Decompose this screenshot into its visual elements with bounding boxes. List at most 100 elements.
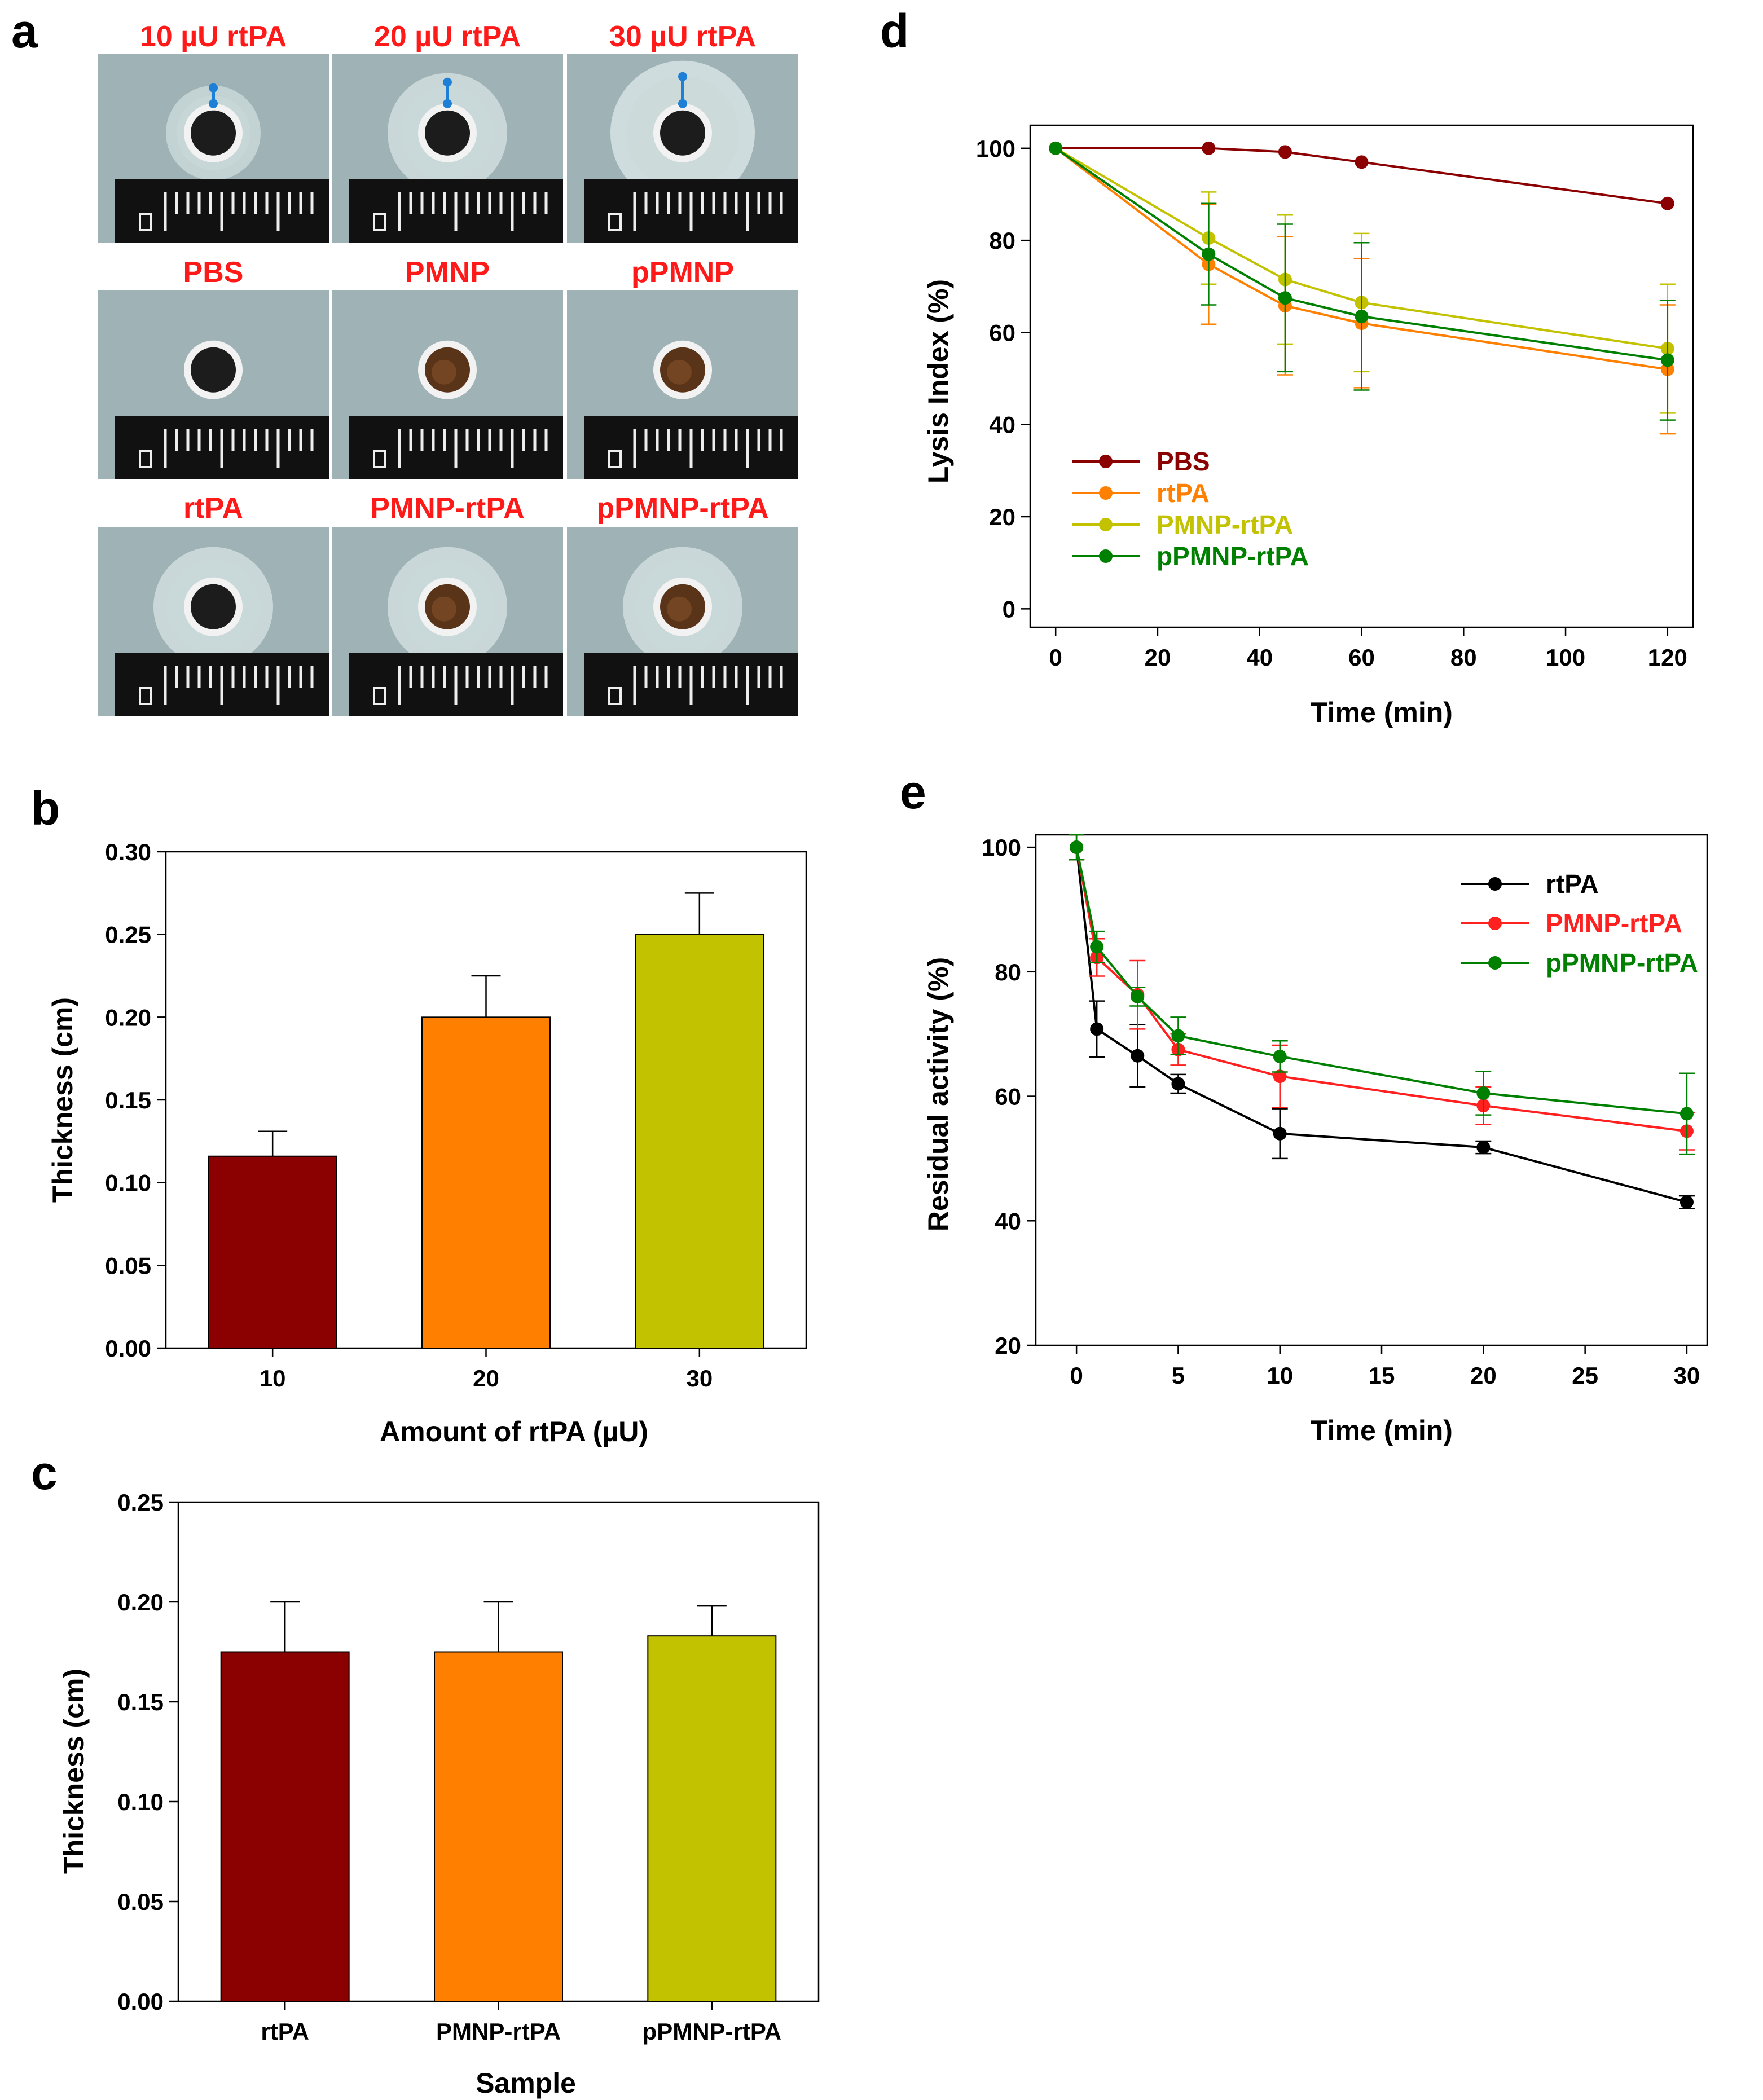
y-tick-label: 20	[995, 1332, 1021, 1359]
x-tick-label: 15	[1369, 1362, 1395, 1389]
data-point	[1171, 1029, 1185, 1043]
y-tick-label: 0.05	[117, 1888, 164, 1915]
clot-highlight	[432, 359, 456, 385]
y-tick-label: 80	[989, 227, 1015, 254]
photo-label: PBS	[183, 256, 244, 289]
y-tick-label: 100	[976, 135, 1015, 162]
bar	[434, 1651, 563, 2002]
x-tick-label: 0	[1070, 1362, 1083, 1389]
data-point	[1171, 1077, 1185, 1091]
chart-c-thickness-vs-sample: Sample Thickness (cm) 0.00 0.05 0.10 0.15 0.…	[58, 1489, 820, 2099]
legend-marker	[1488, 956, 1502, 970]
x-tick-label: 5	[1172, 1362, 1185, 1389]
ruler-marking	[373, 450, 386, 468]
ruler-marking	[139, 687, 152, 705]
x-tick-label: 20	[1470, 1362, 1497, 1389]
y-tick-label: 0.30	[105, 839, 151, 865]
legend-item: rtPA	[1072, 478, 1210, 508]
data-point	[1355, 155, 1369, 169]
legend-marker	[1488, 877, 1502, 891]
photo-cell: pPMNP	[567, 256, 798, 479]
legend-marker	[1488, 917, 1502, 930]
legend-label: PBS	[1157, 447, 1210, 476]
y-tick-label: 0.20	[117, 1589, 164, 1615]
ruler-marking	[373, 213, 386, 231]
panel-letter-d: d	[880, 5, 909, 58]
y-tick-label: 20	[989, 504, 1015, 530]
data-point	[1660, 353, 1674, 367]
chart-d-ylabel: Lysis Index (%)	[922, 279, 954, 483]
legend-label: pPMNP-rtPA	[1546, 948, 1698, 978]
y-tick-label: 80	[995, 959, 1021, 985]
chart-b-thickness-vs-rtpa: Amount of rtPA (µU) Thickness (cm) 0.00 0…	[47, 839, 807, 1447]
halo-marker-dot	[443, 99, 452, 108]
bar	[421, 1016, 551, 1349]
clot-highlight	[667, 359, 692, 385]
legend-item: pPMNP-rtPA	[1461, 948, 1698, 978]
x-tick-label: PMNP-rtPA	[436, 2018, 561, 2045]
legend-item: pPMNP-rtPA	[1072, 541, 1309, 571]
data-point	[1090, 1022, 1104, 1036]
photo-cell: PMNP-rtPA	[332, 492, 563, 716]
chart-e-residual-activity: Time (min) Residual activity (%) 20 40 60 8…	[922, 834, 1708, 1446]
photo-label: pPMNP	[631, 256, 734, 289]
y-tick-label: 0	[1003, 596, 1015, 622]
x-tick-label: 80	[1450, 644, 1477, 671]
bar	[647, 1635, 777, 2002]
y-tick-label: 0.15	[105, 1087, 151, 1113]
legend-marker	[1099, 455, 1113, 468]
halo-marker-dot	[443, 77, 452, 87]
legend-label: pPMNP-rtPA	[1157, 541, 1309, 571]
photo-label: pPMNP-rtPA	[596, 492, 768, 525]
ruler-marking	[139, 450, 152, 468]
data-point	[1680, 1195, 1694, 1209]
halo-marker-dot	[209, 83, 218, 93]
halo-marker-dot	[209, 99, 218, 108]
data-point	[1476, 1086, 1491, 1100]
photo-label: 10 µU rtPA	[140, 20, 287, 53]
chart-d-lysis-index: Time (min) Lysis Index (%) 0 20 40 60 80 100 0…	[922, 124, 1694, 728]
legend-marker	[1099, 549, 1113, 563]
data-point	[1202, 247, 1216, 261]
legend-item: PBS	[1072, 447, 1210, 476]
data-point	[1476, 1141, 1491, 1155]
legend-marker	[1099, 486, 1113, 500]
bar	[220, 1651, 350, 2002]
halo-marker-dot	[678, 99, 687, 108]
data-point	[1273, 1069, 1287, 1084]
data-point	[1680, 1107, 1694, 1121]
data-point	[1131, 1049, 1145, 1063]
legend-item: rtPA	[1461, 869, 1599, 899]
clot-highlight	[667, 596, 692, 622]
data-point	[1278, 145, 1292, 159]
photo-label: 30 µU rtPA	[609, 20, 756, 53]
y-tick-label: 0.25	[117, 1489, 164, 1516]
legend-item: PMNP-rtPA	[1461, 909, 1682, 938]
data-point	[1355, 309, 1369, 323]
y-tick-label: 0.00	[117, 1988, 164, 2015]
legend-label: PMNP-rtPA	[1157, 510, 1293, 539]
x-tick-label: 20	[1145, 644, 1171, 671]
y-tick-label: 0.25	[105, 922, 151, 948]
x-tick-label: 30	[1674, 1362, 1700, 1389]
clot	[191, 110, 236, 156]
series-rtpa	[1069, 834, 1695, 1209]
photo-label: PMNP	[405, 256, 490, 289]
data-point	[1660, 196, 1674, 210]
chart-c-xlabel: Sample	[476, 2067, 576, 2099]
legend-marker	[1099, 518, 1113, 531]
data-point	[1049, 141, 1063, 155]
photo-cell: PBS	[98, 256, 329, 479]
x-tick-label: 10	[1267, 1362, 1293, 1389]
legend-item: PMNP-rtPA	[1072, 510, 1293, 539]
data-point	[1131, 989, 1145, 1003]
panel-letter-b: b	[31, 782, 60, 835]
data-point	[1278, 291, 1292, 305]
data-point	[1273, 1049, 1287, 1063]
clot	[660, 110, 705, 156]
photo-label: PMNP-rtPA	[370, 492, 524, 525]
legend-label: rtPA	[1157, 478, 1210, 508]
x-tick-label: 0	[1049, 644, 1062, 671]
photo-label: 20 µU rtPA	[374, 20, 521, 53]
